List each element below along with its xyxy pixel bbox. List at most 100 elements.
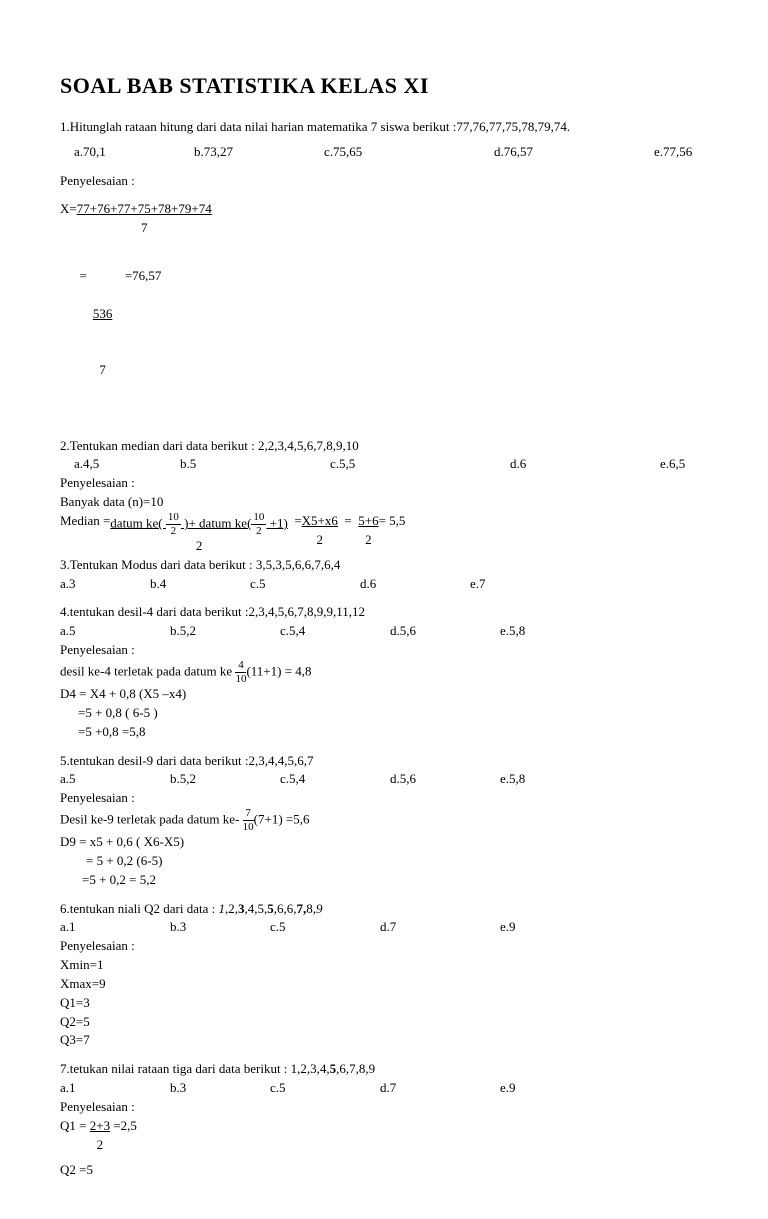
q4-l1-den: 10 [235, 673, 246, 685]
q6-l5: Q3=7 [60, 1031, 708, 1050]
q7-opt-a: a.1 [60, 1079, 170, 1098]
q4-l1-num: 4 [235, 660, 246, 673]
q1-eq2: = 536 7 =76,57 [60, 248, 708, 436]
q7-text: 7.tetukan nilai rataan tiga dari data be… [60, 1060, 708, 1079]
q5-l2: D9 = x5 + 0,6 ( X6-X5) [60, 833, 708, 852]
q3-text: 3.Tentukan Modus dari data berikut : 3,5… [60, 556, 708, 575]
q2-opt-c: c.5,5 [330, 455, 510, 474]
q1-opt-d: d.76,57 [494, 143, 654, 162]
q7-opt-b: b.3 [170, 1079, 270, 1098]
q5-opt-d: d.5,6 [390, 770, 500, 789]
q7-ta: 7.tetukan nilai rataan tiga dari data be… [60, 1061, 330, 1076]
q1-eq2-den: 7 [87, 361, 119, 380]
q1-eq1-num: 77+76+77+75+78+79+74 [77, 200, 212, 219]
q2-f1-den: 2 [166, 525, 181, 537]
q2-med-lhs: Median = [60, 512, 110, 531]
q1-eq2-num: 536 [87, 305, 119, 324]
q6-opt-a: a.1 [60, 918, 170, 937]
q4-l3: =5 + 0,8 ( 6-5 ) [60, 704, 708, 723]
q3-opt-e: e.7 [470, 575, 486, 594]
q6-options: a.1 b.3 c.5 d.7 e.9 [60, 918, 708, 937]
q7-l1: Q1 = 2+3 2 =2,5 [60, 1117, 708, 1155]
q5-sol-label: Penyelesaian : [60, 789, 708, 808]
q2-text: 2.Tentukan median dari data berikut : 2,… [60, 437, 708, 456]
q5-opt-c: c.5,4 [280, 770, 390, 789]
q7-l1b: =2,5 [110, 1118, 137, 1133]
q5-l1: Desil ke-9 terletak pada datum ke- 710(7… [60, 808, 708, 833]
q6-l3: Q1=3 [60, 994, 708, 1013]
q6-l1: Xmin=1 [60, 956, 708, 975]
q1-opt-e: e.77,56 [654, 143, 692, 162]
q5-text: 5.tentukan desil-9 dari data berikut :2,… [60, 752, 708, 771]
q1-eq2-post: =76,57 [118, 268, 161, 283]
q4-l1b: (11+1) = 4,8 [246, 663, 311, 678]
q4-opt-a: a.5 [60, 622, 170, 641]
q5-l1-den: 10 [243, 821, 254, 833]
q6-opt-e: e.9 [500, 918, 516, 937]
q5-opt-a: a.5 [60, 770, 170, 789]
q4-l1: desil ke-4 terletak pada datum ke 410(11… [60, 660, 708, 685]
q4-l1a: desil ke-4 terletak pada datum ke [60, 663, 235, 678]
q5-options: a.5 b.5,2 c.5,4 d.5,6 e.5,8 [60, 770, 708, 789]
q7-opt-d: d.7 [380, 1079, 500, 1098]
q7-opt-c: c.5 [270, 1079, 380, 1098]
q1-eq1: X= 77+76+77+75+78+79+74 7 [60, 200, 708, 238]
q2-opt-e: e.6,5 [660, 455, 685, 474]
q7-l1-den: 2 [90, 1136, 110, 1155]
q7-l1-num: 2+3 [90, 1117, 110, 1136]
q2-f2-den: 2 [251, 525, 266, 537]
q4-l4: =5 +0,8 =5,8 [60, 723, 708, 742]
q5-l1a: Desil ke-9 terletak pada datum ke- [60, 812, 243, 827]
q5-l4: =5 + 0,2 = 5,2 [60, 871, 708, 890]
q7-sol-label: Penyelesaian : [60, 1098, 708, 1117]
q2-opt-b: b.5 [180, 455, 330, 474]
q1-eq1-den: 7 [77, 219, 212, 238]
q3-options: a.3 b.4 c.5 d.6 e.7 [60, 575, 708, 594]
q7-opt-e: e.9 [500, 1079, 516, 1098]
q6-text: 6.tentukan niali Q2 dari data : 1,2,3,4,… [60, 900, 708, 919]
q2-med-res: = 5,5 [379, 512, 406, 531]
q1-eq2-pre: = [73, 268, 87, 283]
q4-l2: D4 = X4 + 0,8 (X5 –x4) [60, 685, 708, 704]
q6-l4: Q2=5 [60, 1013, 708, 1032]
q4-sol-label: Penyelesaian : [60, 641, 708, 660]
q1-opt-b: b.73,27 [194, 143, 324, 162]
q5-l1-num: 7 [243, 808, 254, 821]
q4-text: 4.tentukan desil-4 dari data berikut :2,… [60, 603, 708, 622]
q1-text: 1.Hitunglah rataan hitung dari data nila… [60, 118, 708, 137]
q2-med-u1a: datum ke( [110, 515, 166, 530]
q2-eq2-num: X5+x6 [302, 512, 338, 531]
q6-opt-b: b.3 [170, 918, 270, 937]
q5-opt-b: b.5,2 [170, 770, 280, 789]
q4-options: a.5 b.5,2 c.5,4 d.5,6 e.5,8 [60, 622, 708, 641]
q2-eq3-num: 5+6 [358, 512, 378, 531]
q6-sol-label: Penyelesaian : [60, 937, 708, 956]
q2-options: a.4,5 b.5 c.5,5 d.6 e.6,5 [60, 455, 708, 474]
q2-med-u1c: +1) [266, 515, 287, 530]
q2-opt-d: d.6 [510, 455, 660, 474]
q3-opt-c: c.5 [250, 575, 360, 594]
q4-opt-d: d.5,6 [390, 622, 500, 641]
q6-ta: 6.tentukan niali Q2 dari data : [60, 901, 218, 916]
q7-options: a.1 b.3 c.5 d.7 e.9 [60, 1079, 708, 1098]
q2-median-eq: Median = datum ke( 102 )+ datum ke(102 +… [60, 512, 708, 556]
q2-med-den: 2 [110, 537, 288, 556]
q1-opt-c: c.75,65 [324, 143, 494, 162]
q6-opt-d: d.7 [380, 918, 500, 937]
q2-line1: Banyak data (n)=10 [60, 493, 708, 512]
q2-med-u1b: )+ datum ke( [181, 515, 252, 530]
q1-eq1-lhs: X= [60, 201, 77, 216]
q4-opt-c: c.5,4 [280, 622, 390, 641]
q1-options: a.70,1 b.73,27 c.75,65 d.76,57 e.77,56 [60, 143, 708, 162]
q2-sol-label: Penyelesaian : [60, 474, 708, 493]
q2-eq3-den: 2 [358, 531, 378, 550]
q6-opt-c: c.5 [270, 918, 380, 937]
q4-opt-b: b.5,2 [170, 622, 280, 641]
q2-f1-num: 10 [166, 512, 181, 525]
q5-l1b: (7+1) =5,6 [254, 812, 310, 827]
q4-opt-e: e.5,8 [500, 622, 525, 641]
q2-eq2-den: 2 [302, 531, 338, 550]
q5-l3: = 5 + 0,2 (6-5) [60, 852, 708, 871]
q3-opt-b: b.4 [150, 575, 250, 594]
q7-l1a: Q1 = [60, 1118, 90, 1133]
